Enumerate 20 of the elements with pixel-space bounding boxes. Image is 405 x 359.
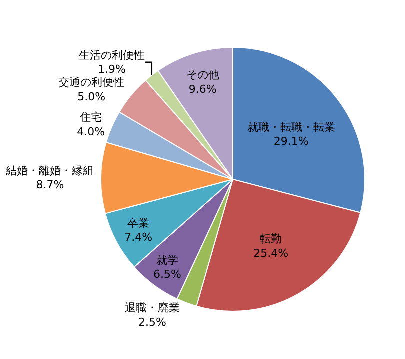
data-label: 6.5% xyxy=(153,268,182,282)
slice-label: 退職・廃業 xyxy=(124,301,180,314)
slice-label: 就学 xyxy=(156,254,178,267)
slice-label: 就職・転職・転業 xyxy=(247,120,336,134)
slice-label: 交通の利便性 xyxy=(58,76,125,90)
data-label: 4.0% xyxy=(77,125,106,138)
data-label: 25.4% xyxy=(254,247,289,260)
slice-label: その他 xyxy=(186,68,220,82)
data-label: 1.9% xyxy=(98,63,126,76)
slice-label: 卒業 xyxy=(128,216,150,230)
data-label: 5.0% xyxy=(78,90,106,104)
slice-label: 生活の利便性 xyxy=(79,48,146,62)
slice-label: 転勤 xyxy=(260,232,282,246)
data-label: 7.4% xyxy=(124,231,153,244)
slice-label: 結婚・離婚・縁組 xyxy=(5,164,94,178)
slice-label: 住宅 xyxy=(80,111,102,124)
data-label: 8.7% xyxy=(36,178,64,192)
data-label: 9.6% xyxy=(188,82,217,96)
data-label: 2.5% xyxy=(138,316,166,329)
data-label: 29.1% xyxy=(274,135,309,148)
